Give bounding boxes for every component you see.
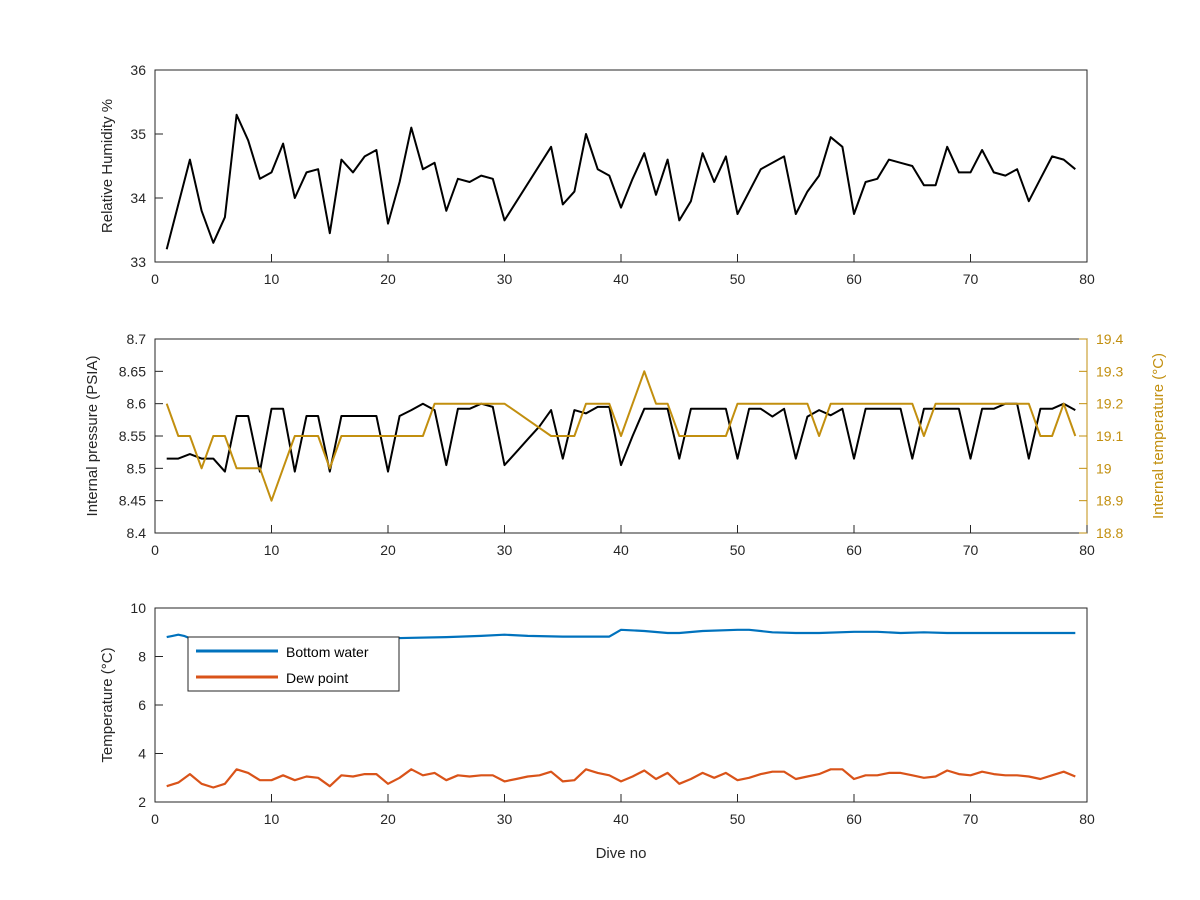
legend: Bottom water Dew point — [187, 636, 400, 692]
pressure-plot-area — [165, 370, 1077, 502]
legend-box — [187, 636, 400, 692]
y-tick-label: 8.6 — [127, 396, 147, 412]
pressure-temperature-panel: 0 10 20 30 40 50 60 70 80 8.4 8.45 8.5 8.55 8.6 8.65 8.… — [84, 331, 1167, 558]
x-tick-label: 20 — [380, 271, 396, 287]
x-tick-label: 70 — [963, 811, 979, 827]
x-tick-label: 30 — [497, 271, 513, 287]
y-tick-label: 10 — [130, 600, 146, 616]
x-tick-label: 0 — [151, 811, 159, 827]
y2-tick-label: 19.2 — [1096, 396, 1123, 412]
x-tick-label: 70 — [963, 542, 979, 558]
panel1-series1-line — [165, 370, 1077, 502]
x-tick-label: 40 — [613, 811, 629, 827]
humidity-axes-box — [154, 69, 1088, 263]
y-tick-label: 4 — [138, 746, 146, 762]
x-tick-label: 0 — [151, 542, 159, 558]
x-tick-label: 60 — [846, 542, 862, 558]
dew-point-line — [166, 768, 1076, 789]
temperature-panel: 0 10 20 30 40 50 60 70 80 2 4 6 8 10 Temperature (°C)… — [99, 600, 1095, 862]
legend-label-dew-point: Dew point — [286, 670, 348, 686]
temperature-ticks: 0 10 20 30 40 50 60 70 80 2 4 6 8 10 — [130, 600, 1095, 827]
pressure-ticks: 0 10 20 30 40 50 60 70 80 8.4 8.45 8.5 8.55 8.6 8.65 8.… — [119, 331, 1124, 558]
x-tick-label: 10 — [264, 542, 280, 558]
y-tick-label: 36 — [130, 62, 146, 78]
y2-tick-label: 19.3 — [1096, 363, 1123, 379]
y-tick-label: 2 — [138, 794, 146, 810]
x-tick-label: 50 — [730, 542, 746, 558]
y-tick-label: 8.4 — [127, 525, 147, 541]
y-tick-label: 8.5 — [127, 460, 147, 476]
x-tick-label: 80 — [1079, 811, 1095, 827]
y2-tick-label: 19.1 — [1096, 428, 1123, 444]
legend-label-bottom-water: Bottom water — [286, 644, 369, 660]
x-tick-label: 10 — [264, 811, 280, 827]
y-tick-label: 8.65 — [119, 363, 146, 379]
y-tick-label: 35 — [130, 126, 146, 142]
y2-tick-label: 19.4 — [1096, 331, 1123, 347]
panel0-series0-line — [165, 113, 1076, 250]
y-tick-label: 8.7 — [127, 331, 147, 347]
x-tick-label: 60 — [846, 811, 862, 827]
x-tick-label: 50 — [730, 811, 746, 827]
x-tick-label: 80 — [1079, 271, 1095, 287]
x-tick-label: 20 — [380, 811, 396, 827]
humidity-ticks: 0 10 20 30 40 50 60 70 80 33 34 35 36 — [130, 62, 1095, 287]
panel1-series0-line — [166, 402, 1076, 473]
humidity-y-axis-label: Relative Humidity % — [99, 99, 116, 233]
y2-tick-label: 18.8 — [1096, 525, 1123, 541]
y2-tick-label: 18.9 — [1096, 493, 1123, 509]
x-tick-label: 50 — [730, 271, 746, 287]
x-tick-label: 80 — [1079, 542, 1095, 558]
x-tick-label: 60 — [846, 271, 862, 287]
pressure-y-axis-label: Internal pressure (PSIA) — [84, 356, 101, 517]
x-tick-label: 70 — [963, 271, 979, 287]
x-tick-label: 40 — [613, 271, 629, 287]
y2-tick-label: 19 — [1096, 460, 1112, 476]
temperature-y-axis-label: Temperature (°C) — [99, 647, 116, 762]
x-tick-label: 20 — [380, 542, 396, 558]
x-tick-label: 0 — [151, 271, 159, 287]
y-tick-label: 8.45 — [119, 493, 146, 509]
internal-temperature-y-axis-label: Internal temperature (°C) — [1150, 353, 1167, 519]
x-axis-label: Dive no — [596, 845, 647, 862]
humidity-panel: 0 10 20 30 40 50 60 70 80 33 34 35 36 Relative Humid… — [99, 62, 1095, 287]
y-tick-label: 34 — [130, 190, 146, 206]
x-tick-label: 30 — [497, 542, 513, 558]
x-tick-label: 10 — [264, 271, 280, 287]
y-tick-label: 33 — [130, 254, 146, 270]
y-tick-label: 8 — [138, 649, 146, 665]
x-tick-label: 40 — [613, 542, 629, 558]
x-tick-label: 30 — [497, 811, 513, 827]
y-tick-label: 6 — [138, 697, 146, 713]
y-tick-label: 8.55 — [119, 428, 146, 444]
humidity-plot-area — [165, 113, 1076, 250]
